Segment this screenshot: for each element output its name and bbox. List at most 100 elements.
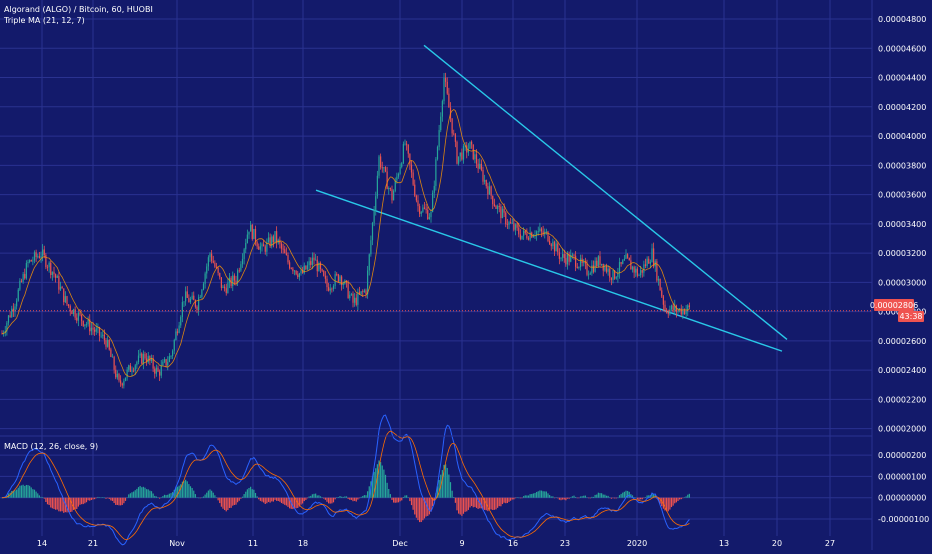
- candle-body[interactable]: [267, 237, 270, 242]
- candle-body[interactable]: [679, 308, 681, 311]
- candle-body[interactable]: [196, 306, 198, 311]
- candle-body[interactable]: [334, 274, 336, 286]
- candle-body[interactable]: [45, 254, 47, 268]
- price-axis[interactable]: 0.00004800 0.00004600 0.00004400 0.00004200…: [878, 15, 926, 434]
- candle-body[interactable]: [162, 361, 164, 366]
- candle-body[interactable]: [318, 263, 320, 272]
- candle-body[interactable]: [360, 291, 362, 294]
- candle-body[interactable]: [409, 153, 411, 165]
- candle-body[interactable]: [566, 254, 569, 265]
- candle-body[interactable]: [622, 260, 624, 264]
- candle-body[interactable]: [207, 257, 209, 267]
- candle-body[interactable]: [116, 373, 118, 378]
- candle-body[interactable]: [123, 380, 125, 386]
- candle-body[interactable]: [631, 266, 634, 270]
- macd-label[interactable]: MACD (12, 26, close, 9): [4, 442, 98, 451]
- candle-body[interactable]: [602, 263, 604, 271]
- candle-body[interactable]: [30, 260, 32, 262]
- candle-body[interactable]: [251, 224, 253, 239]
- candle-body[interactable]: [670, 305, 673, 310]
- candle-body[interactable]: [311, 257, 313, 265]
- candle-body[interactable]: [285, 253, 287, 255]
- candle-body[interactable]: [435, 159, 437, 186]
- candle-body[interactable]: [81, 314, 83, 321]
- candle-body[interactable]: [191, 295, 193, 299]
- candle-body[interactable]: [560, 257, 562, 259]
- candle-body[interactable]: [636, 268, 638, 276]
- candle-body[interactable]: [467, 148, 469, 153]
- candle-body[interactable]: [381, 167, 383, 169]
- candle-body[interactable]: [37, 256, 39, 258]
- candle-body[interactable]: [74, 309, 76, 318]
- candle-body[interactable]: [635, 268, 637, 273]
- candle-body[interactable]: [394, 180, 396, 191]
- candle-body[interactable]: [137, 355, 140, 363]
- candle-body[interactable]: [354, 297, 356, 303]
- candle-body[interactable]: [620, 262, 622, 264]
- candle-body[interactable]: [282, 248, 284, 250]
- candle-body[interactable]: [183, 301, 185, 303]
- candle-body[interactable]: [126, 369, 128, 378]
- candle-body[interactable]: [440, 116, 442, 131]
- candle-body[interactable]: [56, 276, 58, 278]
- candle-body[interactable]: [139, 353, 141, 356]
- candle-body[interactable]: [219, 272, 221, 278]
- candle-body[interactable]: [383, 167, 385, 169]
- candle-body[interactable]: [232, 275, 234, 286]
- candle-body[interactable]: [160, 365, 162, 376]
- candle-body[interactable]: [61, 286, 63, 289]
- candle-body[interactable]: [471, 141, 473, 145]
- candle-body[interactable]: [683, 309, 686, 315]
- candle-body[interactable]: [215, 266, 218, 268]
- candle-body[interactable]: [667, 312, 669, 315]
- candle-body[interactable]: [688, 305, 690, 308]
- candle-body[interactable]: [557, 243, 559, 253]
- candle-body[interactable]: [6, 322, 8, 332]
- candle-body[interactable]: [131, 370, 133, 372]
- candle-body[interactable]: [167, 361, 169, 366]
- candle-body[interactable]: [241, 258, 244, 265]
- candle-body[interactable]: [315, 259, 317, 261]
- candle-body[interactable]: [380, 156, 382, 168]
- candle-body[interactable]: [142, 353, 144, 364]
- candle-body[interactable]: [141, 353, 143, 364]
- candle-body[interactable]: [72, 309, 75, 315]
- candle-body[interactable]: [482, 169, 484, 182]
- candle-body[interactable]: [680, 308, 682, 315]
- trendline-upper[interactable]: [423, 44, 788, 340]
- candle-body[interactable]: [430, 211, 432, 218]
- candle-body[interactable]: [649, 262, 651, 264]
- candle-body[interactable]: [155, 367, 157, 374]
- candle-body[interactable]: [638, 275, 640, 277]
- candle-body[interactable]: [451, 118, 453, 134]
- candle-body[interactable]: [272, 236, 274, 242]
- candle-body[interactable]: [201, 289, 203, 297]
- candle-body[interactable]: [519, 234, 521, 239]
- candle-body[interactable]: [510, 222, 512, 224]
- candle-body[interactable]: [94, 329, 96, 332]
- candle-body[interactable]: [427, 210, 429, 220]
- candle-body[interactable]: [59, 286, 62, 290]
- candle-body[interactable]: [391, 189, 393, 201]
- candle-body[interactable]: [493, 204, 495, 207]
- candle-body[interactable]: [290, 268, 292, 269]
- candle-body[interactable]: [458, 156, 460, 164]
- candle-body[interactable]: [245, 243, 247, 250]
- candle-body[interactable]: [588, 274, 590, 276]
- candle-body[interactable]: [332, 285, 335, 289]
- candle-body[interactable]: [659, 278, 661, 291]
- candle-body[interactable]: [521, 235, 523, 239]
- candle-body[interactable]: [640, 270, 642, 276]
- candle-body[interactable]: [607, 268, 609, 272]
- candle-body[interactable]: [523, 230, 525, 236]
- candle-body[interactable]: [373, 210, 375, 223]
- candle-body[interactable]: [180, 317, 182, 326]
- candle-body[interactable]: [443, 77, 445, 102]
- candle-body[interactable]: [108, 339, 110, 350]
- candle-body[interactable]: [553, 241, 556, 252]
- candle-body[interactable]: [401, 163, 403, 167]
- candle-body[interactable]: [475, 154, 478, 164]
- candle-body[interactable]: [27, 261, 29, 264]
- candle-body[interactable]: [396, 176, 398, 181]
